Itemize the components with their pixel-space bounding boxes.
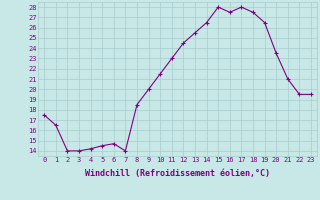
X-axis label: Windchill (Refroidissement éolien,°C): Windchill (Refroidissement éolien,°C) [85, 169, 270, 178]
